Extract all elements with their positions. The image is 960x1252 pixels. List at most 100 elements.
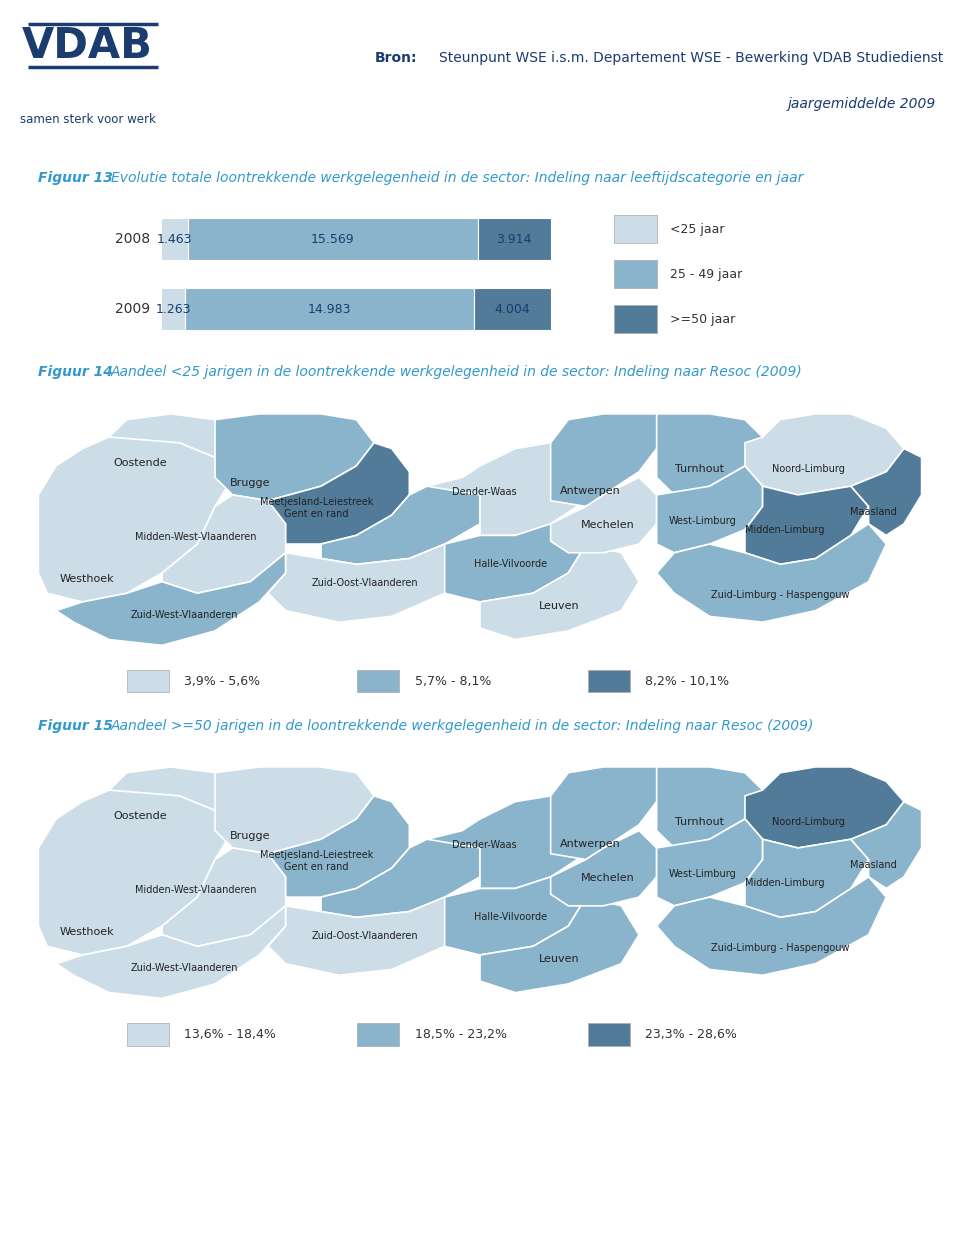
Bar	[588, 670, 630, 692]
Text: Figuur 14: Figuur 14	[38, 366, 113, 379]
Text: Maasland: Maasland	[850, 860, 897, 870]
Polygon shape	[427, 443, 604, 536]
Bar	[588, 1023, 630, 1045]
Text: Turnhout: Turnhout	[675, 463, 724, 473]
Polygon shape	[268, 796, 409, 898]
Text: >=50 jaar: >=50 jaar	[670, 313, 735, 326]
Polygon shape	[657, 767, 762, 848]
Text: Zuid-Oost-Vlaanderen: Zuid-Oost-Vlaanderen	[312, 931, 419, 942]
Text: 15.569: 15.569	[311, 233, 355, 245]
Text: 1.263: 1.263	[156, 303, 191, 316]
Bar	[185, 288, 473, 331]
Text: Zuid-West-Vlaanderen: Zuid-West-Vlaanderen	[131, 963, 238, 973]
Text: Noord-Limburg: Noord-Limburg	[772, 816, 845, 826]
Polygon shape	[444, 868, 586, 955]
Text: Midden-West-Vlaanderen: Midden-West-Vlaanderen	[134, 885, 256, 895]
Text: - 12 -: - 12 -	[882, 1173, 926, 1187]
Text: 18,5% - 23,2%: 18,5% - 23,2%	[415, 1028, 507, 1040]
Text: Maasland: Maasland	[850, 507, 897, 517]
Text: West-Limburg: West-Limburg	[669, 516, 736, 526]
Polygon shape	[551, 830, 657, 905]
Polygon shape	[551, 414, 674, 507]
Text: Brugge: Brugge	[230, 478, 271, 488]
Text: Leuven: Leuven	[540, 954, 580, 964]
Text: Dender-Waas: Dender-Waas	[452, 487, 516, 497]
Bar	[473, 288, 551, 331]
Polygon shape	[745, 414, 904, 495]
Text: 25 - 49 jaar: 25 - 49 jaar	[670, 268, 742, 280]
Text: Zuid-Limburg - Haspengouw: Zuid-Limburg - Haspengouw	[711, 943, 850, 953]
Polygon shape	[268, 443, 409, 545]
Text: VDAB: VDAB	[22, 25, 153, 66]
Polygon shape	[480, 545, 639, 640]
Text: Brugge: Brugge	[230, 831, 271, 841]
Text: GRAFISCHE NIJVERHEID, PAPIER EN KARTON: GRAFISCHE NIJVERHEID, PAPIER EN KARTON	[34, 1171, 479, 1189]
Text: Mechelen: Mechelen	[581, 521, 635, 531]
Text: West-Limburg: West-Limburg	[669, 869, 736, 879]
Text: Antwerpen: Antwerpen	[560, 486, 621, 496]
Polygon shape	[56, 905, 286, 998]
Polygon shape	[268, 898, 463, 975]
Polygon shape	[745, 767, 904, 848]
Polygon shape	[551, 477, 657, 552]
Text: Figuur 13: Figuur 13	[38, 172, 113, 185]
Text: jaargemiddelde 2009: jaargemiddelde 2009	[787, 96, 936, 111]
Bar	[161, 288, 185, 331]
Polygon shape	[268, 545, 463, 622]
Text: 2008: 2008	[114, 232, 150, 247]
Text: 5,7% - 8,1%: 5,7% - 8,1%	[415, 675, 492, 687]
Text: Meetjesland-Leiestreek
Gent en rand: Meetjesland-Leiestreek Gent en rand	[260, 497, 373, 518]
Text: Midden-Limburg: Midden-Limburg	[745, 525, 825, 535]
Polygon shape	[215, 414, 374, 501]
Polygon shape	[745, 486, 869, 565]
Bar	[357, 670, 399, 692]
Polygon shape	[162, 495, 286, 593]
Text: Oostende: Oostende	[113, 458, 167, 468]
Text: Steunpunt WSE i.s.m. Departement WSE - Bewerking VDAB Studiedienst: Steunpunt WSE i.s.m. Departement WSE - B…	[439, 51, 943, 65]
Text: Westhoek: Westhoek	[60, 573, 114, 583]
Polygon shape	[427, 796, 604, 889]
Text: Turnhout: Turnhout	[675, 816, 724, 826]
Polygon shape	[38, 781, 232, 955]
Text: Westhoek: Westhoek	[60, 926, 114, 936]
Text: Aandeel >=50 jarigen in de loontrekkende werkgelegenheid in de sector: Indeling : Aandeel >=50 jarigen in de loontrekkende…	[110, 719, 814, 732]
Bar	[614, 305, 658, 333]
Polygon shape	[480, 898, 639, 993]
Polygon shape	[657, 819, 762, 905]
Bar	[127, 1023, 169, 1045]
Text: Halle-Vilvoorde: Halle-Vilvoorde	[474, 913, 547, 923]
Bar	[614, 215, 658, 243]
Text: Evolutie totale loontrekkende werkgelegenheid in de sector: Indeling naar leefti: Evolutie totale loontrekkende werkgelege…	[110, 172, 804, 185]
Bar	[161, 218, 188, 260]
Text: <25 jaar: <25 jaar	[670, 223, 724, 235]
Polygon shape	[109, 414, 232, 457]
Polygon shape	[745, 839, 869, 918]
Bar	[478, 218, 551, 260]
Text: Zuid-West-Vlaanderen: Zuid-West-Vlaanderen	[131, 610, 238, 620]
Text: samen sterk voor werk: samen sterk voor werk	[19, 113, 156, 125]
Polygon shape	[657, 414, 762, 495]
Text: Leuven: Leuven	[540, 601, 580, 611]
Text: 3.914: 3.914	[496, 233, 532, 245]
Bar	[188, 218, 478, 260]
Polygon shape	[851, 448, 922, 536]
Text: Meetjesland-Leiestreek
Gent en rand: Meetjesland-Leiestreek Gent en rand	[260, 850, 373, 871]
Polygon shape	[56, 552, 286, 645]
Bar	[127, 670, 169, 692]
Text: 3,9% - 5,6%: 3,9% - 5,6%	[184, 675, 260, 687]
Text: Midden-Limburg: Midden-Limburg	[745, 878, 825, 888]
Text: Aandeel <25 jarigen in de loontrekkende werkgelegenheid in de sector: Indeling n: Aandeel <25 jarigen in de loontrekkende …	[110, 366, 803, 379]
Polygon shape	[215, 767, 374, 854]
Text: Figuur 15: Figuur 15	[38, 719, 113, 732]
Polygon shape	[38, 428, 232, 602]
Text: Oostende: Oostende	[113, 811, 167, 821]
Polygon shape	[657, 523, 886, 622]
Bar	[357, 1023, 399, 1045]
Text: 2009: 2009	[114, 302, 150, 317]
Text: 4.004: 4.004	[494, 303, 530, 316]
Text: Antwerpen: Antwerpen	[560, 839, 621, 849]
Text: 23,3% - 28,6%: 23,3% - 28,6%	[645, 1028, 737, 1040]
Polygon shape	[321, 830, 480, 918]
Text: Halle-Vilvoorde: Halle-Vilvoorde	[474, 560, 547, 570]
Text: Bron:: Bron:	[374, 51, 418, 65]
